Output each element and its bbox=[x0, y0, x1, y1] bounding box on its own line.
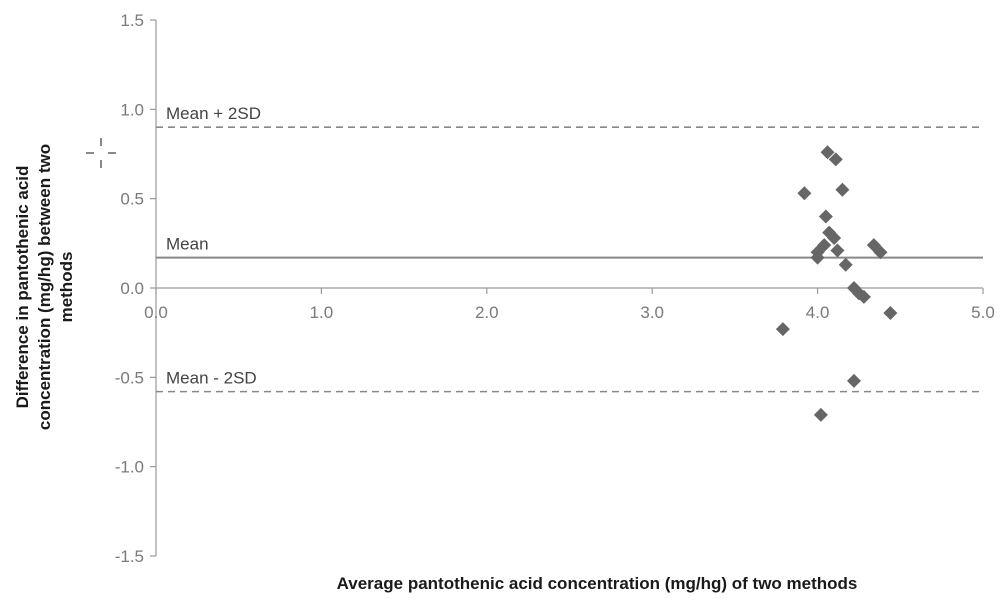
data-point bbox=[818, 209, 833, 224]
x-tick-label: 4.0 bbox=[806, 303, 830, 322]
data-point bbox=[835, 182, 850, 197]
data-points bbox=[775, 145, 898, 422]
x-axis-title: Average pantothenic acid concentration (… bbox=[337, 574, 858, 593]
x-tick-label: 3.0 bbox=[640, 303, 664, 322]
y-tick-label: 1.5 bbox=[120, 11, 144, 30]
data-point bbox=[830, 243, 845, 258]
x-tick-label: 1.0 bbox=[310, 303, 334, 322]
x-tick-labels: 0.0 1.0 2.0 3.0 4.0 5.0 bbox=[144, 303, 995, 322]
y-tick-label: 0.0 bbox=[120, 279, 144, 298]
y-axis-title-line-1: Difference in pantothenic acid bbox=[13, 166, 32, 409]
y-axis-title-line-3: methods bbox=[57, 252, 76, 323]
data-point bbox=[873, 245, 888, 260]
y-tick-label: -1.5 bbox=[115, 547, 144, 566]
data-point bbox=[820, 145, 835, 160]
data-point bbox=[883, 306, 898, 321]
lower-limit-label: Mean - 2SD bbox=[166, 369, 257, 388]
y-tick-label: 1.0 bbox=[120, 100, 144, 119]
y-tick-labels: 1.5 1.0 0.5 0.0 -0.5 -1.0 -1.5 bbox=[115, 11, 144, 566]
upper-limit-label: Mean + 2SD bbox=[166, 104, 261, 123]
x-tick-label: 0.0 bbox=[144, 303, 168, 322]
crosshair-cursor-icon bbox=[86, 138, 116, 168]
y-tick-label: 0.5 bbox=[120, 190, 144, 209]
data-point bbox=[813, 407, 828, 422]
mean-label: Mean bbox=[166, 235, 209, 254]
data-point bbox=[846, 373, 861, 388]
data-point bbox=[828, 152, 843, 167]
y-axis-title-line-2: concentration (mg/hg) between two bbox=[35, 144, 54, 430]
y-tick-label: -0.5 bbox=[115, 368, 144, 387]
y-axis-title: Difference in pantothenic acid concentra… bbox=[13, 144, 76, 430]
data-point bbox=[827, 230, 842, 245]
data-point bbox=[775, 322, 790, 337]
data-point bbox=[810, 250, 825, 265]
axes bbox=[150, 19, 984, 557]
y-tick-label: -1.0 bbox=[115, 458, 144, 477]
reference-lines: Mean + 2SD Mean Mean - 2SD bbox=[156, 104, 983, 393]
data-point bbox=[797, 186, 812, 201]
x-tick-label: 2.0 bbox=[475, 303, 499, 322]
data-point bbox=[838, 257, 853, 272]
x-tick-label: 5.0 bbox=[971, 303, 995, 322]
data-point bbox=[856, 289, 871, 304]
